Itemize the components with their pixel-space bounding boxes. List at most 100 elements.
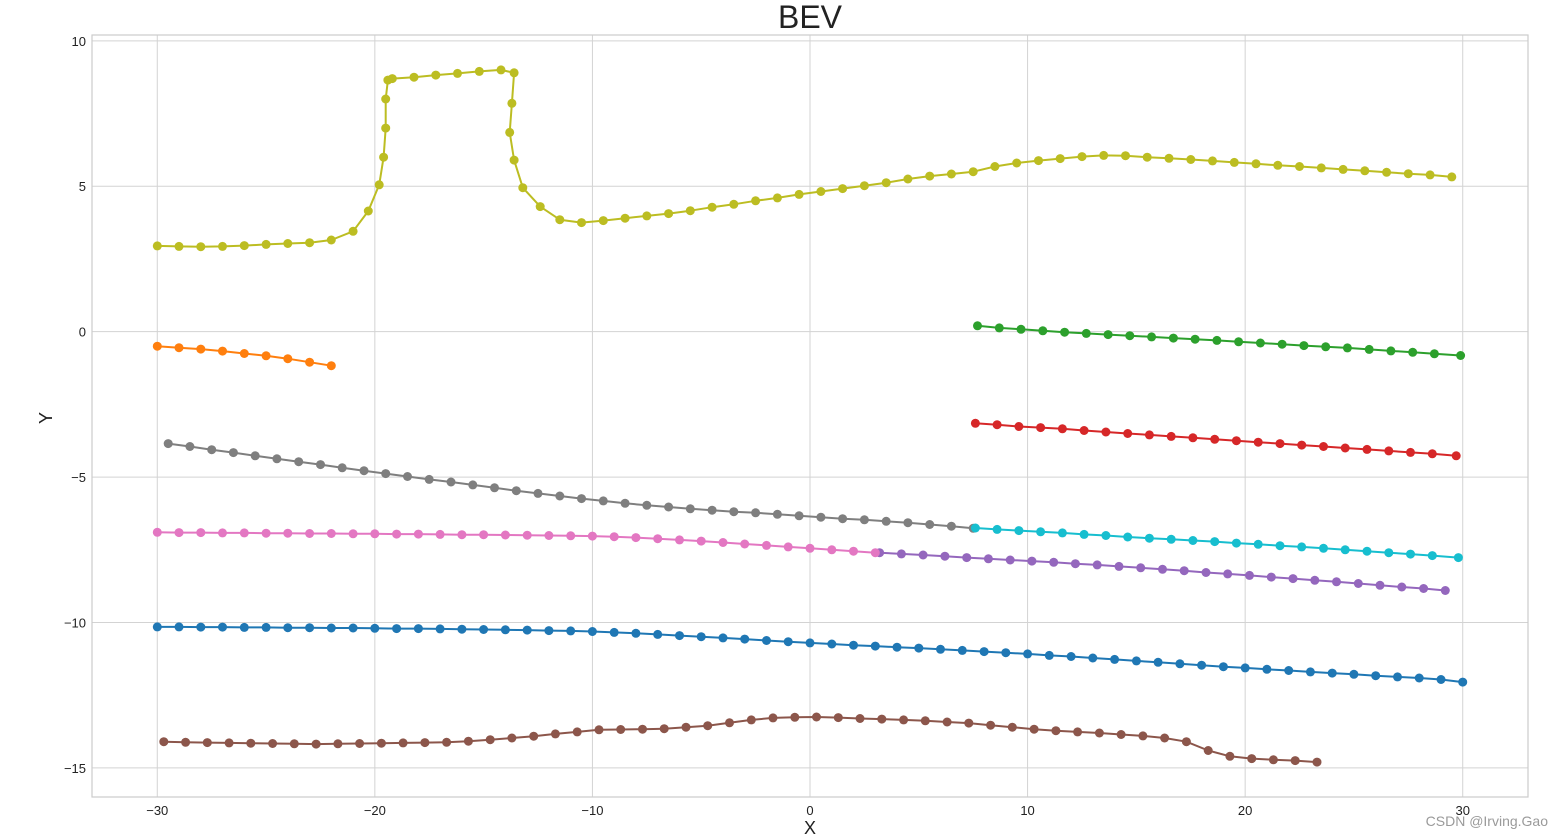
data-point: [1023, 649, 1033, 659]
data-point: [1375, 580, 1385, 590]
data-point: [859, 181, 869, 191]
data-point: [1327, 668, 1337, 678]
data-point: [442, 737, 452, 747]
data-point: [812, 712, 821, 722]
data-point: [1029, 724, 1039, 734]
x-tick-label: 30: [1455, 803, 1469, 818]
data-point: [348, 529, 358, 539]
data-point: [420, 738, 430, 748]
data-point: [1319, 442, 1328, 451]
data-point: [261, 622, 271, 632]
data-point: [413, 529, 423, 539]
data-point: [1340, 443, 1350, 453]
data-point: [994, 323, 1004, 333]
data-point: [859, 515, 869, 525]
data-point: [729, 199, 739, 209]
series-10: [970, 523, 1463, 563]
data-point: [294, 457, 304, 467]
data-point: [1144, 533, 1154, 543]
data-point: [392, 624, 402, 634]
data-point: [403, 472, 412, 481]
data-point: [587, 531, 597, 541]
data-point: [509, 68, 519, 78]
data-point: [1362, 444, 1372, 454]
data-point: [207, 445, 217, 455]
data-point: [1253, 437, 1263, 447]
data-point: [316, 460, 325, 470]
data-point: [783, 542, 793, 552]
data-point: [348, 623, 358, 633]
data-point: [936, 644, 945, 654]
data-point: [1101, 427, 1111, 437]
data-point: [457, 530, 467, 540]
data-point: [805, 638, 815, 648]
data-point: [1349, 669, 1359, 679]
data-point: [609, 627, 619, 637]
data-point: [529, 731, 539, 741]
data-point: [1340, 545, 1350, 555]
data-point: [435, 529, 445, 539]
grid-lines: [92, 35, 1528, 797]
data-point: [1371, 671, 1381, 681]
data-point: [790, 712, 800, 722]
data-point: [555, 491, 565, 501]
data-point: [196, 528, 206, 538]
data-point: [703, 721, 713, 731]
data-point: [1225, 751, 1235, 761]
data-point: [881, 178, 891, 188]
data-point: [1406, 549, 1415, 559]
series-8: [163, 439, 978, 533]
data-point: [196, 242, 206, 252]
data-point: [1253, 539, 1263, 549]
data-point: [1268, 755, 1278, 765]
data-point: [261, 528, 271, 538]
data-point: [1088, 653, 1098, 663]
data-point: [326, 235, 336, 245]
data-point: [1275, 541, 1285, 551]
data-point: [816, 187, 826, 196]
data-point: [413, 624, 423, 634]
data-point: [1044, 650, 1054, 660]
data-point: [1332, 577, 1341, 587]
data-point: [1125, 331, 1135, 341]
data-point: [1188, 536, 1198, 545]
data-point: [239, 349, 249, 358]
data-point: [1190, 334, 1200, 344]
y-axis-label: Y: [36, 412, 56, 424]
data-point: [283, 528, 293, 538]
data-point: [1393, 672, 1402, 682]
data-point: [348, 226, 358, 236]
y-tick-label: −5: [71, 470, 86, 485]
data-point: [479, 625, 489, 634]
data-point: [979, 647, 989, 657]
data-point: [1016, 324, 1026, 334]
data-point: [762, 540, 771, 550]
data-point: [968, 167, 978, 177]
data-point: [218, 346, 227, 356]
data-point: [228, 448, 238, 458]
series-4: [970, 418, 1461, 461]
data-point: [1057, 528, 1067, 538]
data-point: [1425, 170, 1435, 180]
data-point: [920, 716, 930, 726]
data-point: [918, 550, 928, 560]
series-7: [152, 527, 880, 558]
data-point: [435, 624, 445, 634]
series-3: [973, 321, 1466, 360]
data-point: [685, 504, 695, 514]
data-point: [1295, 162, 1304, 171]
data-point: [1408, 347, 1418, 357]
data-point: [381, 123, 391, 133]
data-point: [1060, 327, 1070, 337]
data-point: [903, 518, 913, 528]
data-point: [740, 634, 750, 644]
data-point: [783, 637, 793, 647]
data-point: [1316, 163, 1326, 173]
data-point: [457, 624, 467, 634]
data-point: [870, 548, 880, 558]
data-point: [509, 155, 519, 165]
x-tick-label: 0: [806, 803, 813, 818]
data-point: [1001, 648, 1011, 658]
data-point: [239, 622, 249, 632]
data-point: [507, 733, 517, 743]
